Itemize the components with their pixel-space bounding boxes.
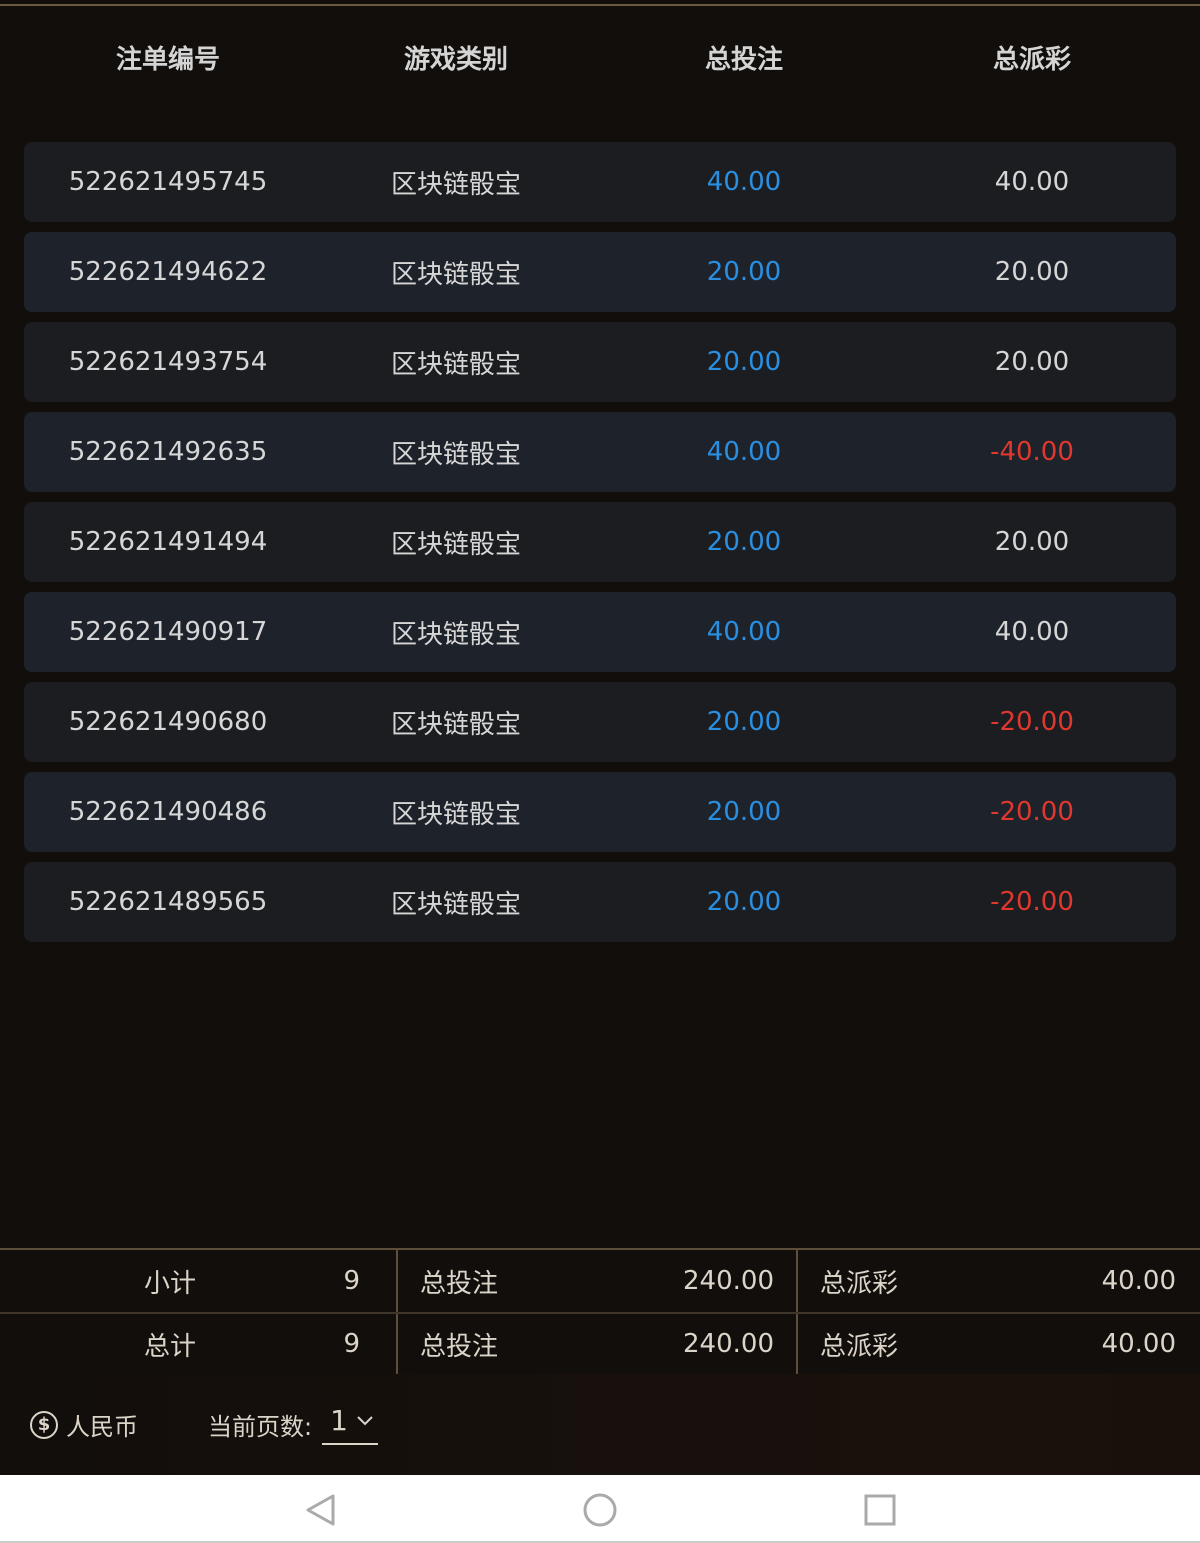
total-payout: 40.00 [994,167,1070,197]
top-divider [0,4,1200,6]
table-row[interactable]: 522621491494 区块链骰宝 20.00 20.00 [24,502,1176,582]
game-type: 区块链骰宝 [390,709,521,740]
total-bet: 20.00 [706,527,782,557]
header-bet-id: 注单编号 [115,45,220,75]
game-type: 区块链骰宝 [390,889,521,920]
back-icon[interactable] [303,1493,337,1531]
bet-list: 522621495745 区块链骰宝 40.00 40.00 5226214946… [24,142,1176,952]
table-header: 注单编号 游戏类别 总投注 总派彩 [24,30,1176,90]
total-row: 总计 9 总投注 240.00 总派彩 40.00 [0,1312,1200,1374]
game-type: 区块链骰宝 [390,439,521,470]
total-payout: 20.00 [994,527,1070,557]
total-payout: -20.00 [990,797,1074,827]
header-game-type: 游戏类别 [403,45,508,75]
total-bet: 40.00 [706,167,782,197]
total-bet: 40.00 [706,617,782,647]
bet-id: 522621490680 [68,707,268,737]
total-payout: 20.00 [994,257,1070,287]
total-bet: 20.00 [706,257,782,287]
total-payout-label: 总派彩 [820,1331,899,1362]
bet-id: 522621492635 [68,437,268,467]
bet-id: 522621494622 [68,257,268,287]
total-payout: 40.00 [1101,1329,1176,1359]
table-row[interactable]: 522621490486 区块链骰宝 20.00 -20.00 [24,772,1176,852]
header-total-payout: 总派彩 [992,45,1071,75]
recents-icon[interactable] [864,1493,896,1531]
footer-bar: $ 人民币 当前页数: 1 [0,1374,1200,1475]
table-row[interactable]: 522621490680 区块链骰宝 20.00 -20.00 [24,682,1176,762]
home-icon[interactable] [582,1493,618,1531]
system-nav-bar [0,1475,1200,1543]
subtotal-row: 小计 9 总投注 240.00 总派彩 40.00 [0,1250,1200,1312]
total-payout: -20.00 [990,707,1074,737]
total-bet-label: 总投注 [420,1331,499,1362]
subtotal-bet-label: 总投注 [420,1268,499,1299]
total-payout: 40.00 [994,617,1070,647]
table-row[interactable]: 522621489565 区块链骰宝 20.00 -20.00 [24,862,1176,942]
total-bet: 20.00 [706,797,782,827]
subtotal-payout: 40.00 [1101,1266,1176,1296]
table-row[interactable]: 522621494622 区块链骰宝 20.00 20.00 [24,232,1176,312]
summary-table: 小计 9 总投注 240.00 总派彩 40.00 总计 9 总投注 240.00 总派彩… [0,1248,1200,1376]
total-count: 9 [343,1329,360,1359]
bet-id: 522621490917 [68,617,268,647]
table-row[interactable]: 522621495745 区块链骰宝 40.00 40.00 [24,142,1176,222]
bet-id: 522621490486 [68,797,268,827]
subtotal-bet: 240.00 [683,1266,774,1296]
table-row[interactable]: 522621490917 区块链骰宝 40.00 40.00 [24,592,1176,672]
chevron-down-icon [357,1415,373,1425]
page-number: 1 [330,1404,348,1437]
currency-label: 人民币 [66,1413,138,1441]
page-select[interactable]: 1 [322,1404,378,1445]
bet-id: 522621489565 [68,887,268,917]
game-type: 区块链骰宝 [390,529,521,560]
total-label: 总计 [143,1331,196,1362]
game-type: 区块链骰宝 [390,619,521,650]
subtotal-count: 9 [343,1266,360,1296]
currency-selector[interactable]: $ 人民币 [30,1407,138,1442]
total-bet: 20.00 [706,707,782,737]
dollar-circle-icon: $ [30,1410,58,1439]
bet-id: 522621493754 [68,347,268,377]
game-type: 区块链骰宝 [390,799,521,830]
page-label: 当前页数: [208,1413,313,1441]
page-indicator: 当前页数: 1 [208,1404,378,1445]
game-type: 区块链骰宝 [390,169,521,200]
total-bet: 40.00 [706,437,782,467]
bet-id: 522621491494 [68,527,268,557]
game-type: 区块链骰宝 [390,349,521,380]
total-bet: 20.00 [706,347,782,377]
total-payout: 20.00 [994,347,1070,377]
header-total-bet: 总投注 [704,45,783,75]
subtotal-payout-label: 总派彩 [820,1268,899,1299]
total-bet: 20.00 [706,887,782,917]
subtotal-label: 小计 [143,1268,196,1299]
total-payout: -20.00 [990,887,1074,917]
game-type: 区块链骰宝 [390,259,521,290]
table-row[interactable]: 522621492635 区块链骰宝 40.00 -40.00 [24,412,1176,492]
table-row[interactable]: 522621493754 区块链骰宝 20.00 20.00 [24,322,1176,402]
total-bet: 240.00 [683,1329,774,1359]
total-payout: -40.00 [990,437,1074,467]
bet-id: 522621495745 [68,167,268,197]
